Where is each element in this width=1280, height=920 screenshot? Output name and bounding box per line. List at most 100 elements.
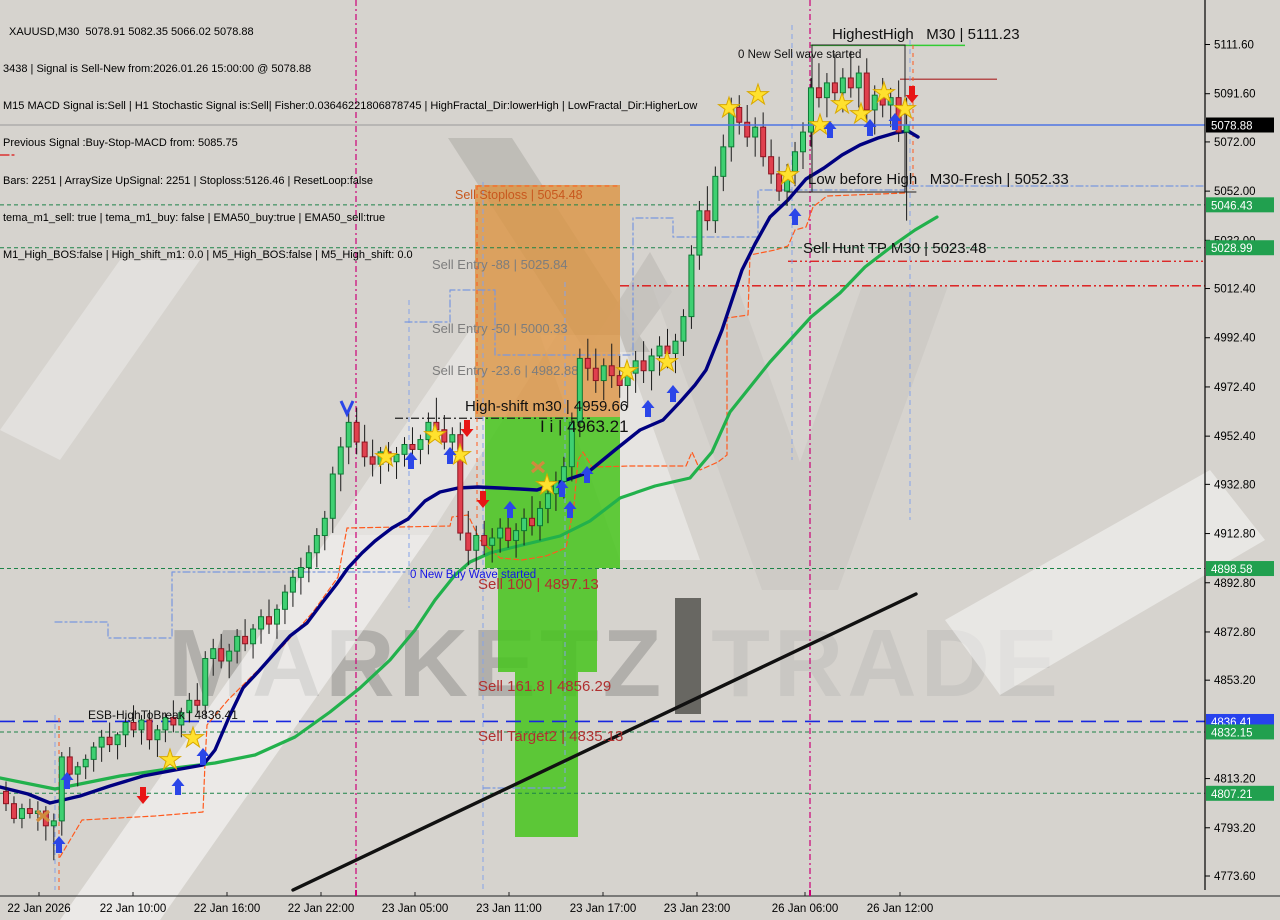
price-label: 5072.00 — [1214, 137, 1256, 149]
candle-up — [393, 453, 400, 463]
candle-down — [640, 360, 647, 372]
price-tag-label: 4832.15 — [1211, 727, 1253, 739]
candle-down — [736, 106, 743, 123]
star-signal-icon — [745, 82, 771, 106]
buy-arrow-icon — [580, 466, 594, 483]
signal-zones — [475, 185, 620, 837]
candle-down — [369, 456, 376, 465]
price-tag-label: 5046.43 — [1211, 200, 1253, 212]
price-axis[interactable]: 5111.605091.605072.005052.005032.005012.… — [1204, 0, 1274, 890]
candle-up — [281, 591, 288, 610]
sell-arrow-icon — [905, 86, 919, 103]
buy-arrow-icon — [863, 119, 877, 136]
candle-up — [210, 648, 217, 660]
buy-arrow-icon — [60, 772, 74, 789]
buy-arrow-icon — [196, 748, 210, 765]
candle-up — [226, 650, 233, 662]
candle-up — [289, 576, 296, 593]
candle-up — [178, 712, 185, 726]
time-label: 22 Jan 10:00 — [100, 903, 167, 915]
candle-up — [417, 439, 424, 450]
fractal-step-line-left — [54, 571, 406, 639]
annotation-sell-entry-236: Sell Entry -23.6 | 4982.88 — [432, 363, 578, 378]
candle-up — [568, 421, 575, 468]
previous-signal-line: Previous Signal :Buy-Stop-MACD from: 508… — [3, 137, 238, 150]
signal-line: 3438 | Signal is Sell-New from:2026.01.2… — [3, 63, 312, 76]
candle-down — [776, 173, 783, 192]
candle-down — [481, 535, 488, 546]
star-signal-icon — [848, 101, 874, 125]
candle-down — [66, 756, 73, 775]
candle-up — [273, 608, 280, 625]
time-label: 23 Jan 17:00 — [570, 903, 637, 915]
price-tag-5078.88 — [1206, 117, 1274, 133]
star-signal-icon — [534, 472, 560, 496]
price-tag-label: 5028.99 — [1211, 243, 1253, 255]
annotation-new-sell-wave: 0 New Sell wave started — [738, 49, 861, 61]
black-trendline — [291, 592, 918, 892]
bars-stoploss-line: Bars: 2251 | ArraySize UpSignal: 2251 | … — [3, 174, 373, 187]
candle-down — [361, 441, 368, 458]
time-label: 22 Jan 2026 — [7, 903, 70, 915]
candle-down — [106, 736, 113, 746]
annotation-sell-entry-50: Sell Entry -50 | 5000.33 — [432, 321, 568, 336]
candle-down — [863, 72, 870, 111]
price-label: 4872.80 — [1214, 627, 1256, 639]
price-label: 5091.60 — [1214, 89, 1256, 101]
annotation-sell-stoploss: Sell Stoploss | 5054.48 — [455, 188, 583, 202]
candle-down — [10, 803, 17, 819]
candle-up — [186, 699, 193, 714]
candle-up — [122, 721, 129, 736]
candle-up — [401, 444, 408, 455]
buy-arrow-icon — [788, 208, 802, 225]
candle-down — [768, 156, 775, 175]
annotation-esb-high-to-break: ESB-HighToBreak | 4836.41 — [88, 708, 238, 722]
time-axis[interactable]: 22 Jan 2026 22 Jan 10:00 22 Jan 16:00 22 Ja… — [0, 890, 1280, 915]
candle-down — [353, 421, 360, 443]
buy-arrow-icon — [888, 113, 902, 130]
time-label: 26 Jan 06:00 — [772, 903, 839, 915]
candle-up — [839, 77, 846, 94]
annotation-ii-level: I i | 4963.21 — [540, 417, 629, 436]
candle-down — [760, 126, 767, 158]
candle-up — [202, 658, 209, 706]
time-label: 22 Jan 16:00 — [194, 903, 261, 915]
star-signal-icon — [180, 725, 206, 749]
star-signal-icon — [892, 96, 918, 120]
candle-up — [871, 94, 878, 111]
candle-up — [712, 175, 719, 222]
candle-up — [752, 126, 759, 138]
chevron-shape — [0, 260, 200, 460]
candle-up — [154, 729, 161, 741]
x-mark-icon — [530, 460, 546, 474]
buy-zone-green-c — [515, 672, 578, 837]
annotation-new-buy-wave: 0 New Buy Wave started — [410, 569, 536, 581]
price-label: 4892.80 — [1214, 578, 1256, 590]
candle-down — [409, 444, 416, 450]
candlesticks — [3, 50, 910, 861]
buy-arrow-icon — [555, 480, 569, 497]
buy-arrow-icon — [404, 452, 418, 469]
annotation-sell-100: Sell 100 | 4897.13 — [478, 576, 599, 593]
price-label: 4932.80 — [1214, 479, 1256, 491]
candle-down — [744, 121, 751, 138]
candle-down — [584, 357, 591, 369]
symbol-ohlc-line: XAUUSD,M30 5078.91 5082.35 5066.02 5078.… — [9, 25, 254, 38]
candle-down — [170, 717, 177, 726]
buy-arrow-icon — [443, 447, 457, 464]
price-tag-5028.99 — [1206, 240, 1274, 256]
candle-up — [74, 766, 81, 775]
watermark-bar-icon — [675, 598, 702, 714]
buy-arrow-icon — [563, 501, 577, 518]
candle-down — [218, 648, 225, 662]
candle-down — [130, 721, 137, 731]
candle-up — [58, 756, 65, 822]
candle-down — [505, 527, 512, 541]
candle-up — [138, 719, 145, 731]
buy-arrow-icon — [503, 501, 517, 518]
annotations: Sell Stoploss | 5054.48 High-shift m30 | … — [88, 26, 1069, 745]
price-label: 5052.00 — [1214, 186, 1256, 198]
annotation-sell-1618: Sell 161.8 | 4856.29 — [478, 678, 611, 695]
candle-up — [82, 758, 89, 768]
